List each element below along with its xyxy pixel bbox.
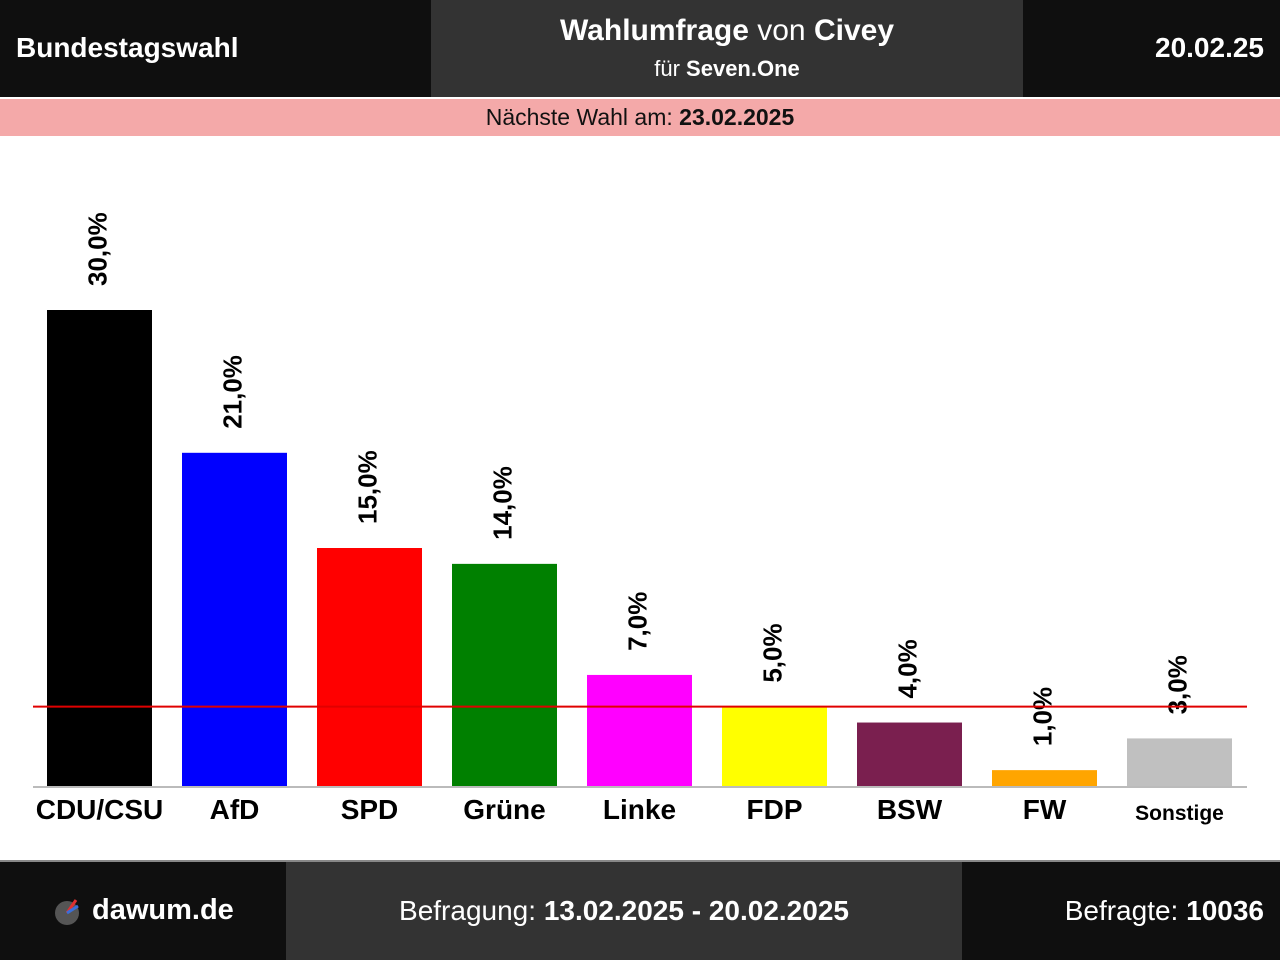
header-left: Bundestagswahl bbox=[0, 0, 431, 97]
dawum-logo-icon bbox=[55, 899, 79, 925]
category-label-spd: SPD bbox=[341, 794, 399, 825]
bar-gr-ne bbox=[452, 563, 557, 786]
poll-bar-chart: 30,0% CDU/CSU 21,0% AfD 15,0% SPD 14,0% Grüne 7,… bbox=[33, 212, 1247, 825]
respondents-label: Befragte: bbox=[1064, 895, 1179, 926]
footer-left: dawum.de bbox=[0, 862, 286, 960]
value-label-fw: 1,0% bbox=[1027, 687, 1057, 746]
header-center: Wahlumfrage von Civey für Seven.One bbox=[431, 0, 1023, 97]
category-label-gr-ne: Grüne bbox=[463, 794, 545, 825]
footer: dawum.de Befragung: 13.02.2025 - 20.02.2… bbox=[0, 860, 1280, 960]
value-label-bsw: 4,0% bbox=[892, 639, 922, 698]
value-label-sonstige: 3,0% bbox=[1162, 655, 1192, 714]
period-value: 13.02.2025 - 20.02.2025 bbox=[543, 895, 849, 926]
bar-afd bbox=[182, 452, 287, 786]
poll-word: Wahlumfrage bbox=[559, 14, 749, 47]
bar-spd bbox=[317, 548, 422, 786]
bar-fw bbox=[992, 770, 1097, 786]
bar-fdp bbox=[722, 706, 827, 786]
category-label-linke: Linke bbox=[603, 794, 676, 825]
category-label-fw: FW bbox=[1023, 794, 1067, 825]
poll-date: 20.02.25 bbox=[1155, 32, 1264, 63]
category-label-cdu-csu: CDU/CSU bbox=[36, 794, 164, 825]
category-label-sonstige: Sonstige bbox=[1135, 802, 1224, 825]
bar-sonstige bbox=[1127, 738, 1232, 786]
category-label-fdp: FDP bbox=[747, 794, 803, 825]
bar-linke bbox=[587, 674, 692, 786]
value-label-afd: 21,0% bbox=[217, 355, 247, 429]
client-line: für Seven.One bbox=[431, 56, 1023, 82]
value-label-linke: 7,0% bbox=[622, 592, 652, 651]
von-word: von bbox=[757, 14, 806, 47]
next-election-date: 23.02.2025 bbox=[679, 104, 795, 130]
survey-period: Befragung: 13.02.2025 - 20.02.2025 bbox=[286, 862, 962, 960]
next-election-label: Nächste Wahl am: bbox=[485, 104, 673, 130]
value-label-spd: 15,0% bbox=[352, 450, 382, 524]
value-label-cdu-csu: 30,0% bbox=[82, 212, 112, 286]
poll-title: Wahlumfrage von Civey bbox=[431, 14, 1023, 48]
value-label-fdp: 5,0% bbox=[757, 623, 787, 682]
client-name: Seven.One bbox=[686, 56, 800, 81]
next-election-banner: Nächste Wahl am: 23.02.2025 bbox=[0, 99, 1280, 136]
period-label: Befragung: bbox=[399, 895, 537, 926]
election-title: Bundestagswahl bbox=[16, 32, 239, 63]
site-name: dawum.de bbox=[92, 894, 234, 926]
bar-cdu-csu bbox=[47, 310, 152, 786]
category-label-afd: AfD bbox=[210, 794, 260, 825]
header-right: 20.02.25 bbox=[1023, 0, 1280, 97]
institute-name: Civey bbox=[813, 14, 895, 47]
fuer-word: für bbox=[654, 56, 680, 81]
value-label-gr-ne: 14,0% bbox=[487, 466, 517, 540]
category-label-bsw: BSW bbox=[877, 794, 943, 825]
respondents-value: 10036 bbox=[1186, 895, 1264, 926]
respondents: Befragte: 10036 bbox=[1065, 862, 1264, 960]
bar-bsw bbox=[857, 722, 962, 786]
